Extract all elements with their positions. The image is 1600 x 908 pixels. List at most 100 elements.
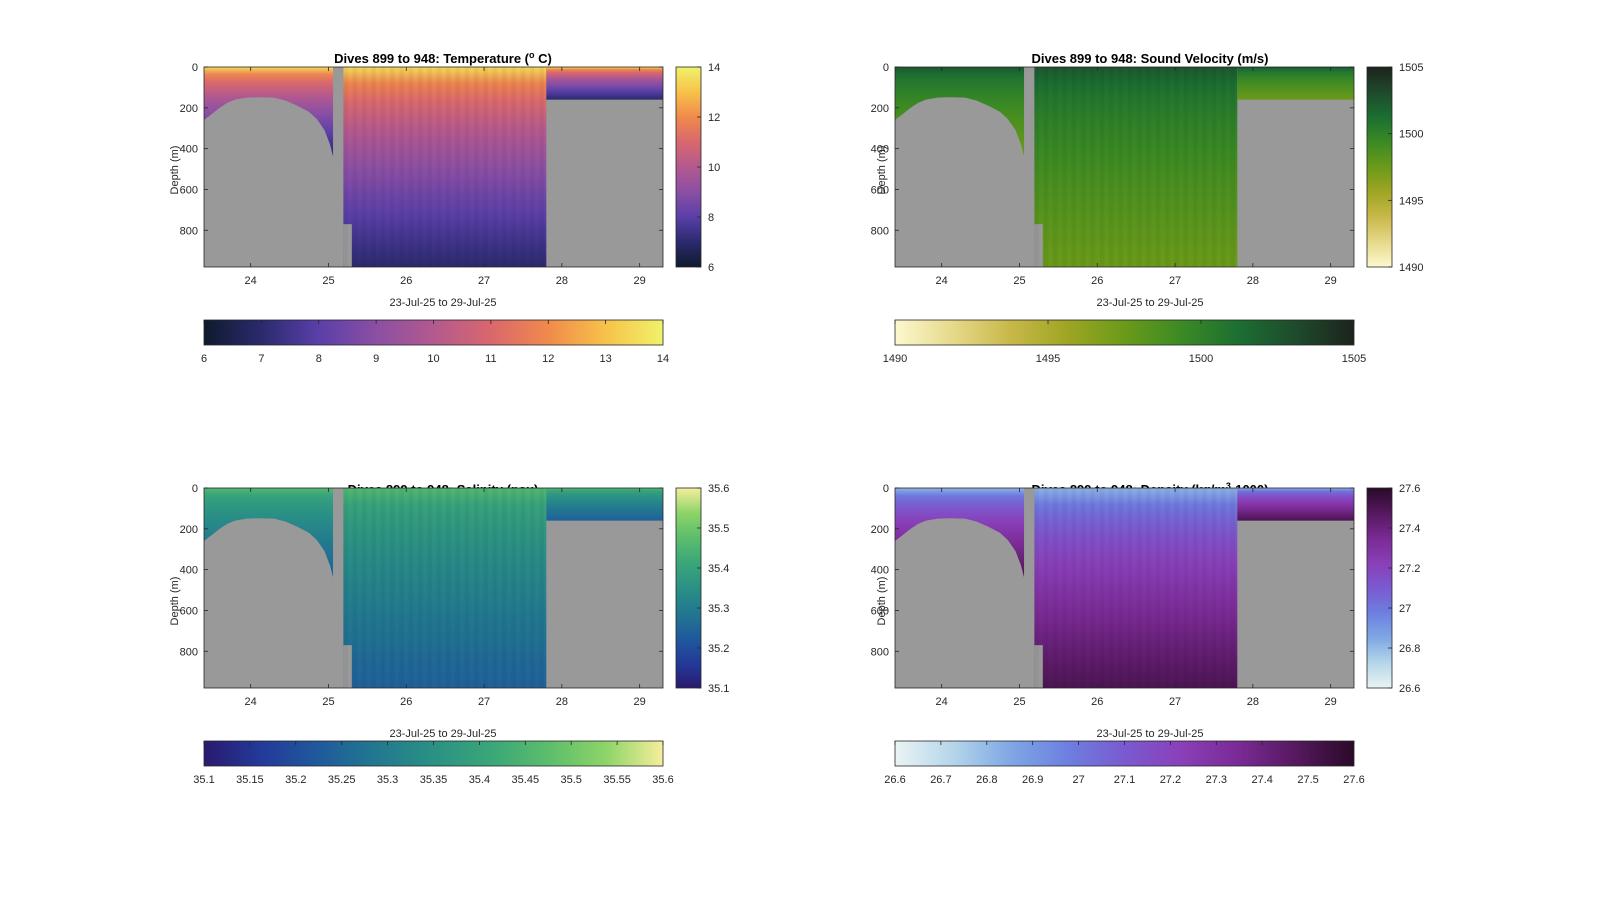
depth-time-section <box>894 66 1355 268</box>
colorbar-tick-label: 27.2 <box>1399 563 1420 575</box>
x-tick-label: 28 <box>1247 275 1259 287</box>
y-tick-label: 0 <box>883 483 889 495</box>
colorbar-tick-label: 27.4 <box>1251 774 1272 786</box>
panel-sound-velocity: Dives 899 to 948: Sound Velocity (m/s) 1… <box>871 51 1424 365</box>
colorbar-tick-label: 35.25 <box>328 774 356 786</box>
x-tick-label: 27 <box>1169 275 1181 287</box>
y-axis-label: Depth (m) <box>169 577 181 626</box>
panel-title: Dives 899 to 948: Temperature (o C) <box>334 50 552 66</box>
x-axis-label: 23-Jul-25 to 29-Jul-25 <box>1096 297 1203 309</box>
colorbar-tick-label: 13 <box>600 353 612 365</box>
colorbar-tick-label: 1490 <box>883 353 907 365</box>
y-tick-label: 200 <box>180 524 198 536</box>
colorbar-tick-label: 1500 <box>1399 129 1423 141</box>
colorbar-tick-label: 35.3 <box>377 774 398 786</box>
x-tick-label: 24 <box>245 275 257 287</box>
colorbar-tick-label: 1490 <box>1399 262 1423 274</box>
colorbar-tick-label: 14 <box>657 353 669 365</box>
colorbar-tick-label: 10 <box>427 353 439 365</box>
y-tick-label: 800 <box>180 646 198 658</box>
y-tick-label: 600 <box>180 184 198 196</box>
colorbar-tick-label: 1495 <box>1036 353 1060 365</box>
colorbar-tick-label: 26.8 <box>976 774 997 786</box>
x-tick-label: 25 <box>1013 275 1025 287</box>
y-tick-label: 600 <box>871 184 889 196</box>
colorbar-tick-label: 8 <box>708 212 714 224</box>
x-tick-label: 24 <box>936 275 948 287</box>
colorbar-tick-label: 26.8 <box>1399 643 1420 655</box>
colorbar-vertical: 6 8 10 12 14 <box>675 62 720 274</box>
y-tick-label: 400 <box>871 565 889 577</box>
colorbar-horizontal: 35.1 35.15 35.2 35.25 35.3 35.35 35.4 35.45 35.5… <box>193 740 674 786</box>
panel-salinity: Dives 899 to 948: Salinity (psu) 35.135.… <box>169 482 729 786</box>
colorbar-tick-label: 10 <box>708 162 720 174</box>
x-tick-label: 26 <box>400 696 412 708</box>
x-tick-label: 28 <box>556 275 568 287</box>
colorbar-tick-label: 8 <box>316 353 322 365</box>
colorbar-tick-label: 27.3 <box>1206 774 1227 786</box>
colorbar-tick-label: 9 <box>373 353 379 365</box>
y-tick-label: 200 <box>871 103 889 115</box>
x-tick-label: 24 <box>936 696 948 708</box>
y-tick-label: 0 <box>883 62 889 74</box>
x-tick-label: 29 <box>1325 696 1337 708</box>
x-tick-label: 26 <box>1091 275 1103 287</box>
depth-time-section <box>203 66 664 268</box>
x-tick-label: 28 <box>1247 696 1259 708</box>
y-axis-label: Depth (m) <box>876 146 888 195</box>
x-tick-label: 26 <box>1091 696 1103 708</box>
y-tick-label: 600 <box>180 605 198 617</box>
colorbar-tick-label: 12 <box>542 353 554 365</box>
y-tick-label: 0 <box>192 483 198 495</box>
x-tick-label: 29 <box>634 275 646 287</box>
colorbar-tick-label: 35.1 <box>708 683 729 695</box>
y-axis-label: Depth (m) <box>169 146 181 195</box>
y-tick-label: 600 <box>871 605 889 617</box>
x-axis-label: 23-Jul-25 to 29-Jul-25 <box>389 297 496 309</box>
colorbar-tick-label: 11 <box>485 353 496 365</box>
colorbar-tick-label: 35.45 <box>512 774 540 786</box>
x-tick-label: 26 <box>400 275 412 287</box>
depth-time-section <box>203 487 664 689</box>
colorbar-tick-label: 27.4 <box>1399 523 1420 535</box>
x-tick-label: 27 <box>1169 696 1181 708</box>
x-tick-label: 25 <box>322 696 334 708</box>
colorbar-tick-label: 35.5 <box>560 774 581 786</box>
x-tick-label: 25 <box>1013 696 1025 708</box>
colorbar-tick-label: 1495 <box>1399 195 1423 207</box>
colorbar-tick-label: 1500 <box>1189 353 1213 365</box>
y-axis-label: Depth (m) <box>876 577 888 626</box>
colorbar-tick-label: 35.1 <box>193 774 214 786</box>
colorbar-tick-label: 35.5 <box>708 523 729 535</box>
colorbar-vertical: 26.6 26.8 27 27.2 27.4 27.6 <box>1366 483 1420 695</box>
colorbar-horizontal: 1490 1495 1500 1505 <box>883 319 1366 365</box>
colorbar-tick-label: 26.9 <box>1022 774 1043 786</box>
colorbar-tick-label: 27.1 <box>1114 774 1135 786</box>
y-tick-label: 200 <box>180 103 198 115</box>
y-tick-label: 0 <box>192 62 198 74</box>
x-tick-label: 27 <box>478 696 490 708</box>
colorbar-tick-label: 35.2 <box>285 774 306 786</box>
colorbar-tick-label: 35.15 <box>236 774 264 786</box>
colorbar-tick-label: 27.6 <box>1399 483 1420 495</box>
colorbar-tick-label: 26.7 <box>930 774 951 786</box>
colorbar-tick-label: 7 <box>258 353 264 365</box>
colorbar-tick-label: 35.4 <box>469 774 490 786</box>
x-tick-label: 28 <box>556 696 568 708</box>
y-tick-label: 400 <box>180 144 198 156</box>
colorbar-tick-label: 35.3 <box>708 603 729 615</box>
x-axis-label: 23-Jul-25 to 29-Jul-25 <box>1096 728 1203 740</box>
colorbar-vertical: 35.1 35.2 35.3 35.4 35.5 35.6 <box>675 483 729 695</box>
colorbar-tick-label: 27.6 <box>1343 774 1364 786</box>
colorbar-tick-label: 1505 <box>1342 353 1366 365</box>
colorbar-tick-label: 35.6 <box>652 774 673 786</box>
x-tick-label: 25 <box>322 275 334 287</box>
colorbar-tick-label: 35.4 <box>708 563 729 575</box>
colorbar-tick-label: 27 <box>1399 603 1411 615</box>
colorbar-horizontal: 6 7 8 9 10 11 12 13 14 <box>201 319 669 365</box>
panel-title: Dives 899 to 948: Sound Velocity (m/s) <box>1032 51 1269 66</box>
colorbar-horizontal: 26.6 26.7 26.8 26.9 27 27.1 27.2 27.3 27.4 27.5 27… <box>884 740 1365 786</box>
x-tick-label: 29 <box>634 696 646 708</box>
x-tick-label: 29 <box>1325 275 1337 287</box>
